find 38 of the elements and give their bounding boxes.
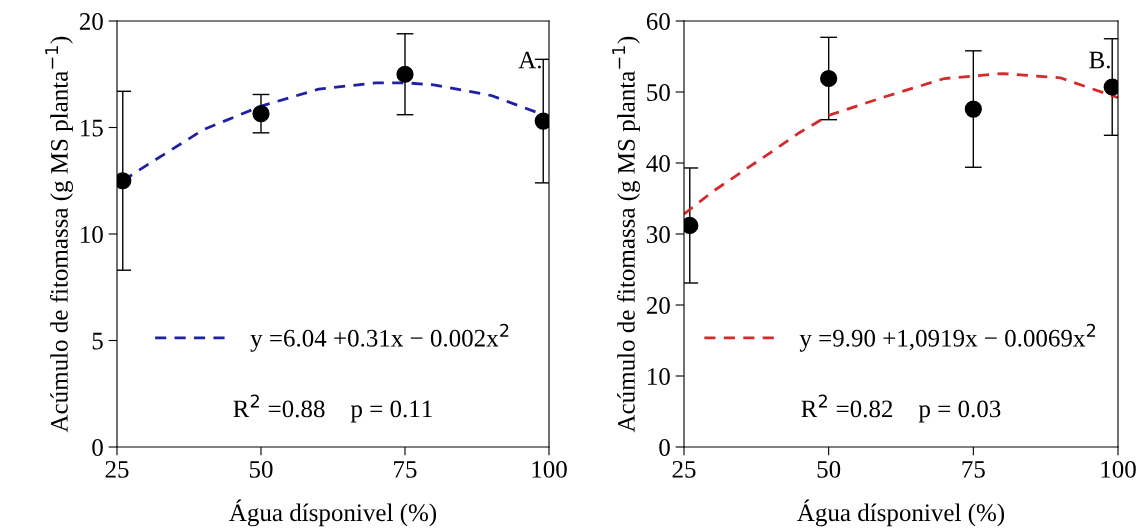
y-tick-label: 10 [648, 368, 670, 385]
point [534, 112, 549, 130]
legend-label: y =9.90 +1,0919x − 0.0069x$^{2}$ [799, 323, 1096, 352]
y-tick-label: 5 [92, 332, 103, 350]
point [117, 172, 132, 190]
y-tick-label: 20 [79, 13, 103, 30]
point [252, 105, 270, 123]
x-axis-title: Água dísponivel (%) [797, 499, 1005, 527]
x-tick-label: 100 [532, 460, 567, 478]
annotation: A. [518, 51, 541, 69]
y-tick-label: 50 [647, 84, 670, 101]
y-tick-label: 20 [646, 297, 670, 314]
point [684, 216, 699, 235]
point [396, 65, 414, 83]
y-tick-label: 30 [647, 226, 670, 243]
x-tick-label: 25 [672, 460, 696, 478]
point [964, 100, 982, 118]
y-axis-title: Acúmulo de fitomassa (g MS planta$^{−1}$) [45, 36, 73, 433]
x-tick-label: 75 [962, 461, 985, 478]
point [820, 69, 838, 88]
y-tick-label: 60 [646, 13, 670, 30]
x-tick-label: 100 [1101, 460, 1136, 478]
y-tick-label: 0 [92, 439, 103, 456]
point [1103, 78, 1118, 96]
x-axis-title: Água dísponivel (%) [229, 499, 437, 527]
annotation: B. [1089, 51, 1110, 69]
legend-label: y =6.04 +0.31x − 0.002x$^{2}$ [250, 323, 509, 352]
y-tick-label: 0 [659, 439, 670, 456]
annotation: R$^{2}$ =0.88 p = 0.11 [233, 394, 432, 423]
annotation: R$^{2}$ =0.82 p = 0.03 [801, 394, 1001, 423]
x-tick-label: 50 [817, 460, 841, 478]
x-tick-label: 50 [249, 460, 273, 478]
y-tick-label: 40 [646, 155, 670, 172]
x-tick-label: 25 [105, 460, 129, 478]
x-tick-label: 75 [394, 461, 417, 478]
y-axis-title: Acúmulo de fitomassa (g MS planta$^{−1}$) [612, 36, 640, 433]
y-tick-label: 15 [81, 119, 103, 137]
y-tick-label: 10 [81, 226, 103, 243]
